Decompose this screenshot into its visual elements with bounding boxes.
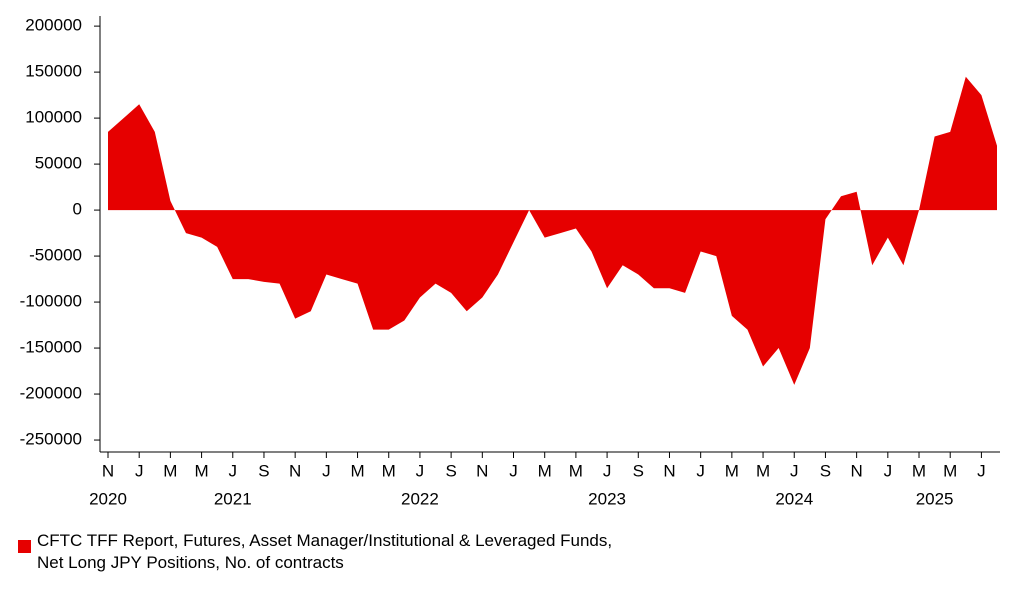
x-tick-label: J [322,461,331,480]
x-tick-label: M [163,461,177,480]
x-tick-label: J [977,461,986,480]
x-tick-label: S [445,461,456,480]
x-tick-label: N [289,461,301,480]
x-tick-label: N [850,461,862,480]
x-tick-label: M [943,461,957,480]
x-tick-label: S [258,461,269,480]
x-tick-label: M [194,461,208,480]
x-tick-label: M [538,461,552,480]
x-tick-label: J [603,461,612,480]
year-label: 2025 [916,489,954,508]
y-tick-label: 50000 [35,154,82,173]
y-tick-label: 150000 [25,62,82,81]
x-tick-label: N [476,461,488,480]
y-tick-label: -50000 [29,246,82,265]
x-tick-label: S [633,461,644,480]
year-label: 2023 [588,489,626,508]
legend-label: CFTC TFF Report, Futures, Asset Manager/… [37,531,613,572]
y-tick-label: 100000 [25,108,82,127]
x-tick-label: M [350,461,364,480]
x-tick-label: M [912,461,926,480]
y-tick-label: -150000 [20,338,82,357]
y-tick-label: -100000 [20,292,82,311]
chart: 200000 150000 100000 50000 0 -50000 -100000 -15… [20,16,1000,508]
x-tick-label: M [756,461,770,480]
x-tick-label: M [569,461,583,480]
x-tick-label: J [135,461,144,480]
x-tick-label: J [884,461,893,480]
year-label: 2020 [89,489,127,508]
y-tick-label: -250000 [20,430,82,449]
x-tick-label: M [382,461,396,480]
x-tick-label: J [696,461,705,480]
x-tick-label: J [790,461,799,480]
x-tick-label: J [229,461,238,480]
year-label: 2022 [401,489,439,508]
y-tick-label: -200000 [20,384,82,403]
x-tick-label: J [509,461,518,480]
x-tick-label: M [725,461,739,480]
area [108,76,997,385]
legend: CFTC TFF Report, Futures, Asset Manager/… [18,530,627,574]
y-tick-label: 0 [73,200,82,219]
legend-swatch [18,540,31,553]
year-label: 2024 [775,489,813,508]
x-tick-label: J [416,461,425,480]
x-tick-label: N [663,461,675,480]
year-label: 2021 [214,489,252,508]
x-tick-label: N [102,461,114,480]
x-tick-label: S [820,461,831,480]
y-tick-label: 200000 [25,16,82,35]
